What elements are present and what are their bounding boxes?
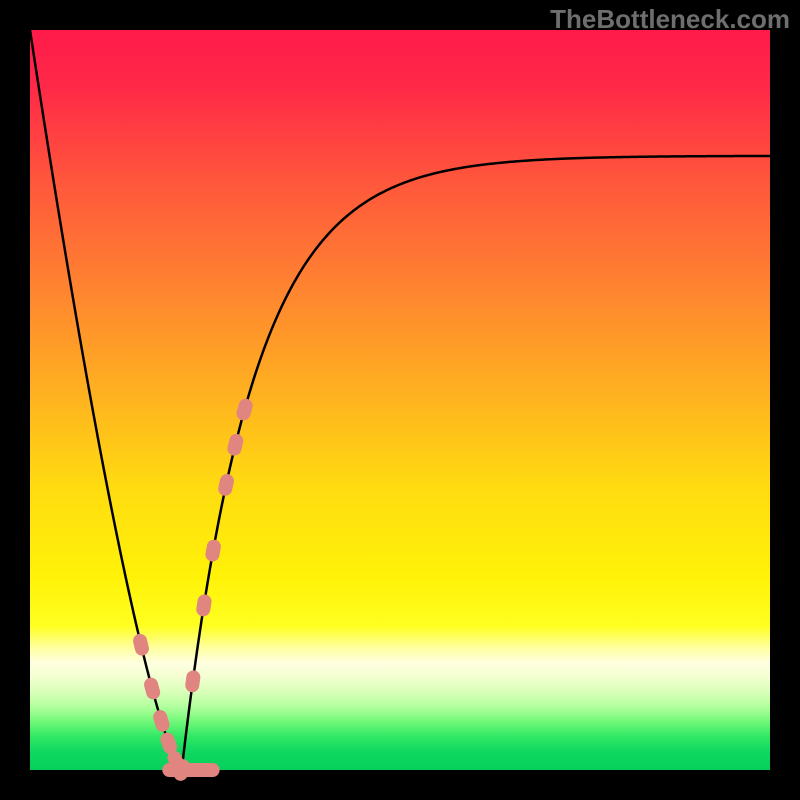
curve-marker bbox=[140, 641, 142, 649]
watermark-text: TheBottleneck.com bbox=[550, 4, 790, 35]
chart-container: TheBottleneck.com bbox=[0, 0, 800, 800]
chart-svg bbox=[0, 0, 800, 800]
curve-marker bbox=[212, 547, 213, 555]
curve-marker bbox=[244, 406, 246, 414]
curve-marker bbox=[192, 677, 193, 685]
curve-marker bbox=[225, 481, 227, 489]
curve-marker bbox=[203, 601, 204, 609]
plot-area bbox=[30, 30, 770, 770]
curve-marker bbox=[234, 441, 236, 449]
curve-marker bbox=[151, 685, 153, 693]
curve-marker bbox=[167, 740, 170, 748]
curve-marker bbox=[160, 717, 162, 725]
